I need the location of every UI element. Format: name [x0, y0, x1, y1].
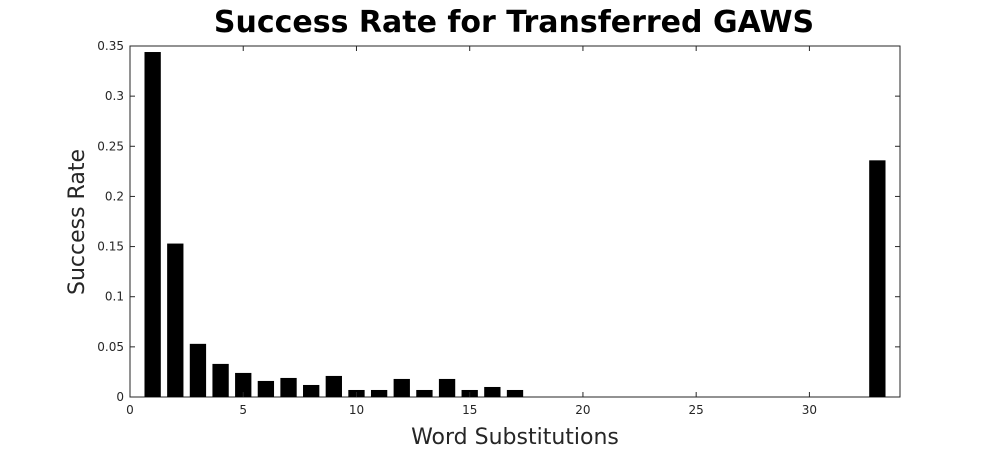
bar-6 — [257, 380, 275, 397]
y-tick-label-0.3: 0.3 — [105, 89, 124, 103]
x-axis-label: Word Substitutions — [411, 425, 619, 450]
x-tick-label-15: 15 — [462, 403, 477, 417]
y-tick-label-0.1: 0.1 — [105, 290, 124, 304]
bar-2 — [167, 243, 184, 397]
y-tick-label-0.2: 0.2 — [105, 189, 124, 203]
y-axis-ticks: 0 0.05 0.1 0.15 0.2 0.25 0.3 0.35 — [97, 39, 900, 404]
bar-16 — [484, 386, 501, 397]
bar-5 — [235, 372, 252, 397]
x-tick-label-30: 30 — [802, 403, 817, 417]
bar-9 — [325, 375, 342, 397]
x-tick-label-10: 10 — [349, 403, 364, 417]
y-tick-label-0: 0 — [116, 390, 124, 404]
bar-33 — [869, 160, 886, 397]
x-tick-label-0: 0 — [126, 403, 134, 417]
y-tick-label-0.05: 0.05 — [97, 340, 124, 354]
bar-13 — [416, 389, 433, 397]
x-tick-label-25: 25 — [689, 403, 704, 417]
bar-1 — [144, 52, 161, 398]
x-tick-label-5: 5 — [239, 403, 247, 417]
y-axis-label: Success Rate — [65, 149, 90, 295]
x-tick-label-20: 20 — [575, 403, 590, 417]
bar-3 — [189, 343, 207, 397]
y-tick-label-0.35: 0.35 — [97, 39, 124, 53]
bars-group — [144, 52, 886, 398]
bar-4 — [212, 363, 229, 397]
bar-11 — [370, 389, 388, 397]
bar-12 — [393, 378, 410, 397]
chart-title: Success Rate for Transferred GAWS — [214, 5, 814, 40]
plot-frame — [129, 45, 901, 398]
bar-7 — [280, 377, 297, 397]
bar-17 — [506, 389, 524, 397]
bar-14 — [438, 378, 456, 397]
plot-area: 0 5 10 15 20 25 30 0 0.05 0.1 0.15 0.2 0.25 0.3 0.35 — [97, 39, 901, 417]
bar-8 — [303, 384, 320, 397]
x-axis-ticks: 0 5 10 15 20 25 30 — [126, 46, 817, 417]
y-tick-label-0.15: 0.15 — [97, 240, 124, 254]
y-tick-label-0.25: 0.25 — [97, 139, 124, 153]
